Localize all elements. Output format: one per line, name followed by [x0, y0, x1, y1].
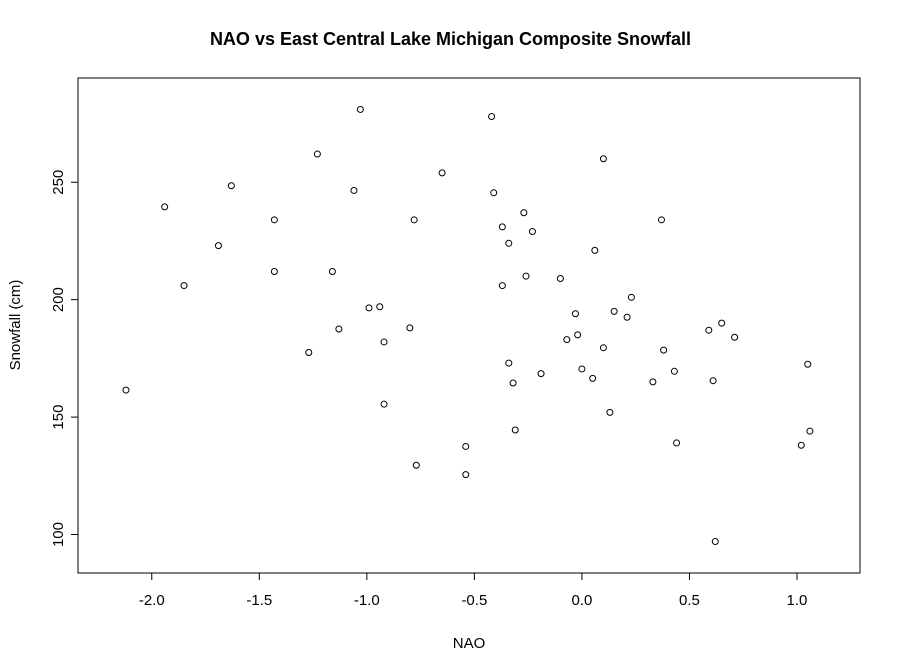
data-point [438, 169, 446, 177]
data-point [498, 223, 506, 231]
data-point [490, 189, 498, 197]
data-point [406, 324, 414, 332]
data-point [270, 267, 278, 275]
data-point [520, 209, 528, 217]
y-tick-label: 150 [50, 405, 67, 430]
y-tick-label: 100 [50, 522, 67, 547]
data-point [537, 370, 545, 378]
data-point [578, 365, 586, 373]
data-point [804, 360, 812, 368]
x-tick-label: -1.5 [246, 592, 272, 609]
data-point [627, 293, 635, 301]
data-point [589, 374, 597, 382]
y-tick-label: 200 [50, 287, 67, 312]
data-point [328, 267, 336, 275]
data-point [356, 105, 364, 113]
data-point [711, 538, 719, 546]
data-point [122, 386, 130, 394]
data-point [313, 150, 321, 158]
data-point [556, 275, 564, 283]
y-axis-label: Snowfall (cm) [7, 280, 24, 371]
data-point [705, 326, 713, 334]
data-point [488, 112, 496, 120]
data-point [335, 325, 343, 333]
data-point [591, 246, 599, 254]
data-points [122, 105, 814, 546]
data-point [462, 442, 470, 450]
data-point [599, 344, 607, 352]
data-point [365, 304, 373, 312]
data-point [623, 313, 631, 321]
data-point [214, 242, 222, 250]
data-point [505, 359, 513, 367]
data-point [410, 216, 418, 224]
data-point [610, 307, 618, 315]
data-point [522, 272, 530, 280]
data-point [270, 216, 278, 224]
data-point [412, 461, 420, 469]
data-point [227, 182, 235, 190]
data-point [670, 367, 678, 375]
data-point [376, 303, 384, 311]
data-point [509, 379, 517, 387]
data-point [350, 186, 358, 194]
data-point [709, 377, 717, 385]
x-tick-label: -1.0 [354, 592, 380, 609]
y-tick-label: 250 [50, 170, 67, 195]
data-point [731, 333, 739, 341]
data-point [528, 228, 536, 236]
x-tick-label: -0.5 [461, 592, 487, 609]
data-point [649, 378, 657, 386]
x-tick-label: -2.0 [139, 592, 165, 609]
data-point [305, 349, 313, 357]
data-point [718, 319, 726, 327]
data-point [462, 471, 470, 479]
data-point [563, 336, 571, 344]
data-point [660, 346, 668, 354]
data-point [498, 282, 506, 290]
data-point [571, 310, 579, 318]
data-point [806, 427, 814, 435]
data-point [380, 338, 388, 346]
x-tick-label: 1.0 [787, 592, 808, 609]
data-point [505, 239, 513, 247]
plot-area-frame [77, 77, 861, 574]
x-axis-label: NAO [453, 635, 486, 652]
x-tick-label: 0.0 [571, 592, 592, 609]
data-point [180, 282, 188, 290]
data-point [797, 441, 805, 449]
data-point [511, 426, 519, 434]
data-point [673, 439, 681, 447]
x-axis: -2.0 -1.5 -1.0 -0.5 0.0 0.5 1.0 [139, 572, 808, 609]
y-axis: 100 150 200 250 [50, 170, 79, 547]
data-point [380, 400, 388, 408]
data-point [657, 216, 665, 224]
data-point [161, 203, 169, 211]
data-point [574, 331, 582, 339]
chart-title: NAO vs East Central Lake Michigan Compos… [209, 29, 692, 49]
data-point [606, 408, 614, 416]
data-point [599, 155, 607, 163]
x-tick-label: 0.5 [679, 592, 700, 609]
